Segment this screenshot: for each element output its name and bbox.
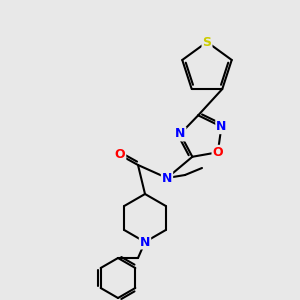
Text: N: N [140,236,150,248]
Text: N: N [175,128,185,140]
Text: N: N [216,120,226,133]
Text: O: O [115,148,125,161]
Text: N: N [162,172,172,184]
Text: O: O [212,146,223,159]
Text: S: S [202,35,211,49]
